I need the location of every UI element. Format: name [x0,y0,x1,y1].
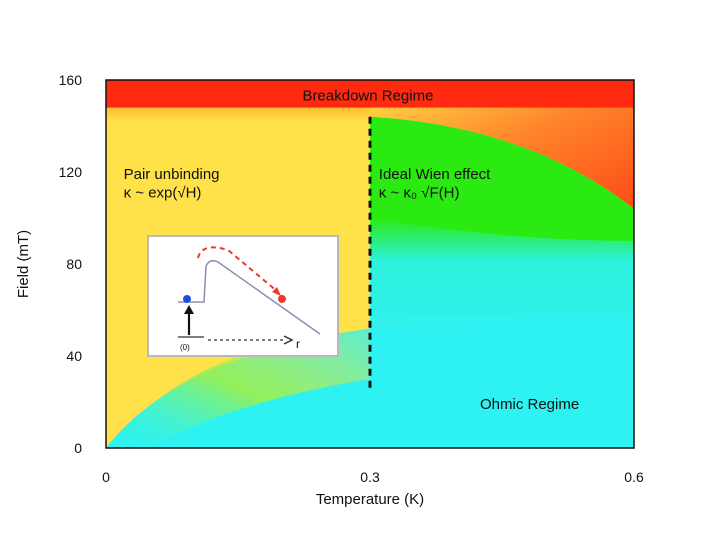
inset-energy-diagram: r (0) [147,235,339,357]
pair-unbinding-label: Pair unbinding [124,166,220,183]
inset-potential-curve [178,259,321,335]
y-axis-title: Field (mT) [15,230,32,298]
inset-level-label: (0) [180,343,190,352]
ideal-wien-formula: κ ~ κ₀ √F(H) [379,184,460,201]
x-tick-label: 0 [102,469,110,485]
pair-unbinding-formula: κ ~ exp(√H) [124,184,202,201]
inset-trajectory-head [272,287,281,296]
inset-frame [147,235,339,357]
inset-blue-charge [183,295,191,303]
plot-frame [105,79,635,449]
ideal-wien-label: Ideal Wien effect [379,166,491,183]
ohmic-regime-label: Ohmic Regime [480,396,579,413]
x-tick-label: 0.6 [624,469,644,485]
inset-r-axis-head [283,335,294,345]
inset-arrow-head [184,305,194,314]
y-tick-label: 160 [59,72,83,88]
y-tick-label: 0 [74,440,82,456]
inset-dashed-trajectory [197,246,279,293]
wien-ohmic-blend [370,218,634,343]
y-tick-label: 80 [66,256,82,272]
x-tick-labels: 0 0.3 0.6 [102,469,644,485]
breakdown-region-fill [106,80,634,108]
pair-ohmic-blend [106,328,370,448]
y-tick-label: 40 [66,348,82,364]
inset-red-charge [278,295,286,303]
x-tick-label: 0.3 [360,469,380,485]
y-tick-labels: 0 40 80 120 160 [59,72,83,456]
x-axis-title: Temperature (K) [316,491,424,508]
breakdown-regime-label: Breakdown Regime [303,88,434,105]
wien-red-tint [370,80,634,209]
y-tick-label: 120 [59,164,83,180]
inset-r-label: r [296,337,300,351]
